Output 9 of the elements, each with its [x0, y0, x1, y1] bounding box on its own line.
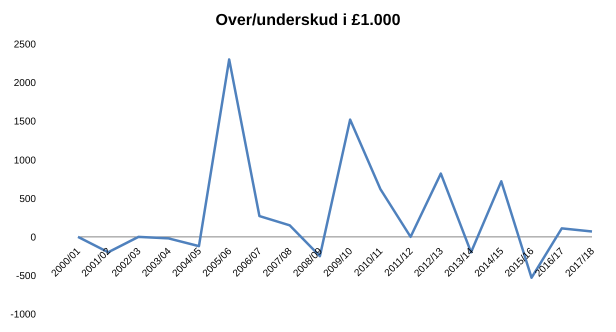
y-tick-label: 2500 — [14, 40, 36, 51]
y-tick-label: -1000 — [10, 310, 36, 321]
y-tick-label: 1000 — [14, 155, 36, 166]
y-tick-label: 1500 — [14, 116, 36, 128]
y-tick-label: 0 — [30, 232, 36, 244]
chart-title: Over/underskud i £1.000 — [214, 12, 402, 30]
y-tick-label: 500 — [19, 194, 36, 205]
y-tick-label: 2000 — [14, 78, 36, 90]
y-tick-label: -500 — [16, 270, 36, 282]
